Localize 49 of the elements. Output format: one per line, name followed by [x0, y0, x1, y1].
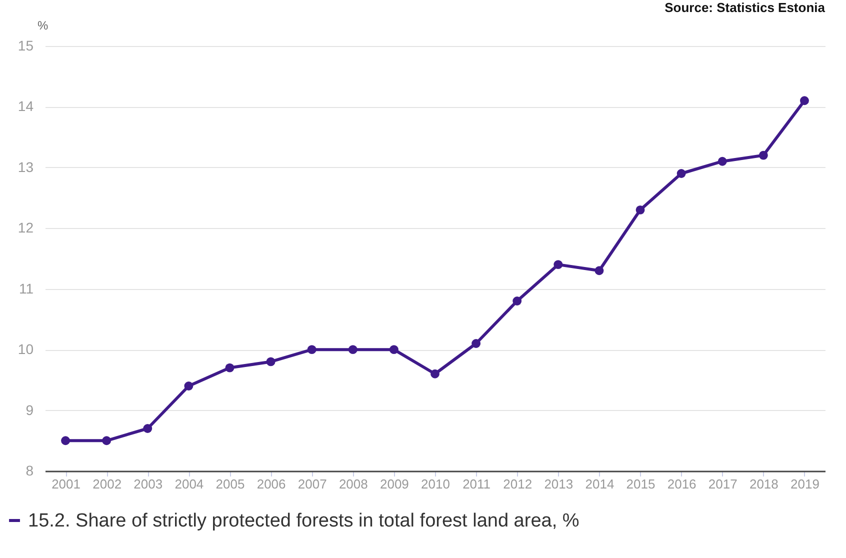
x-tick-label: 2011 [462, 476, 491, 492]
x-tick-label: 2018 [749, 476, 778, 492]
x-tick-label: 2006 [256, 476, 286, 492]
legend-label: 15.2. Share of strictly protected forests in total forest land area, % [28, 510, 580, 532]
x-tick-label: 2007 [298, 476, 327, 492]
point [307, 345, 316, 354]
x-tick-label: 2012 [503, 476, 532, 492]
x-tick-label: 2019 [790, 476, 820, 492]
y-tick-label: 9 [26, 402, 34, 418]
point [61, 436, 70, 446]
point [718, 156, 727, 166]
point [554, 260, 563, 270]
y-axis-title: % [38, 18, 48, 32]
point [102, 436, 112, 446]
point [594, 266, 604, 276]
x-tick-label: 2015 [626, 476, 656, 492]
y-tick-label: 8 [26, 462, 34, 478]
x-tick-label: 2008 [338, 476, 368, 492]
point [389, 345, 398, 354]
y-tick-label: 10 [18, 341, 34, 358]
point [800, 96, 809, 106]
point [676, 169, 686, 178]
point [184, 382, 194, 390]
point [266, 357, 276, 366]
point [348, 345, 358, 354]
x-tick-label: 2005 [216, 476, 245, 492]
y-tick-label: 15 [18, 38, 34, 54]
point [636, 205, 645, 214]
point [430, 369, 440, 378]
y-tick-label: 14 [18, 98, 34, 114]
point [758, 150, 768, 160]
x-tick-label: 2010 [421, 476, 450, 492]
x-tick-label: 2013 [544, 476, 574, 492]
point [225, 363, 234, 372]
y-tick-label: 11 [18, 280, 34, 296]
x-tick-label: 2003 [134, 476, 163, 492]
source-note: Source: Statistics Estonia [664, 0, 826, 15]
x-tick-label: 2004 [174, 476, 204, 492]
y-tick-label: 12 [18, 220, 34, 236]
x-tick-label: 2009 [380, 476, 409, 492]
x-tick-label: 2017 [708, 476, 738, 492]
point [472, 339, 481, 348]
x-tick-label: 2014 [585, 476, 614, 492]
x-tick-label: 2002 [92, 476, 122, 492]
point [512, 296, 522, 306]
y-tick-label: 13 [18, 158, 34, 175]
x-tick-label: 2016 [667, 476, 696, 492]
x-tick-label: 2001 [52, 476, 80, 492]
point [143, 424, 152, 433]
